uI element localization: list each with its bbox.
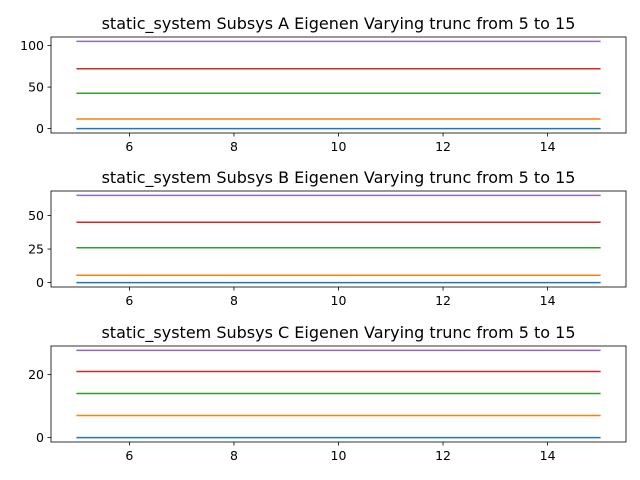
y-tick-label: 50 (28, 208, 44, 223)
y-tick-label: 50 (28, 80, 44, 95)
x-tick-label: 6 (125, 293, 133, 308)
y-tick-label: 0 (36, 121, 44, 136)
x-tick-label: 8 (230, 139, 238, 154)
x-tick-label: 14 (540, 139, 556, 154)
x-tick-label: 10 (331, 293, 347, 308)
x-tick-label: 14 (540, 293, 556, 308)
x-tick-label: 6 (125, 139, 133, 154)
x-tick-label: 12 (435, 139, 451, 154)
x-tick-label: 10 (331, 139, 347, 154)
x-tick-label: 8 (230, 293, 238, 308)
subplot-3: static_system Subsys C Eigenen Varying t… (28, 323, 627, 463)
subplot-title: static_system Subsys C Eigenen Varying t… (101, 323, 575, 343)
x-tick-label: 14 (540, 448, 556, 463)
x-tick-label: 8 (230, 448, 238, 463)
subplot-2: static_system Subsys B Eigenen Varying t… (28, 168, 627, 308)
x-tick-label: 12 (435, 293, 451, 308)
subplot-1: static_system Subsys A Eigenen Varying t… (20, 14, 627, 154)
x-tick-label: 10 (331, 448, 347, 463)
x-tick-label: 12 (435, 448, 451, 463)
y-tick-label: 0 (36, 275, 44, 290)
subplots: static_system Subsys A Eigenen Varying t… (20, 14, 627, 463)
y-tick-label: 0 (36, 430, 44, 445)
y-tick-label: 20 (28, 367, 44, 382)
subplot-title: static_system Subsys B Eigenen Varying t… (102, 168, 576, 188)
y-tick-label: 25 (28, 242, 44, 257)
x-tick-label: 6 (125, 448, 133, 463)
y-tick-label: 100 (20, 38, 44, 53)
subplot-title: static_system Subsys A Eigenen Varying t… (102, 14, 576, 34)
